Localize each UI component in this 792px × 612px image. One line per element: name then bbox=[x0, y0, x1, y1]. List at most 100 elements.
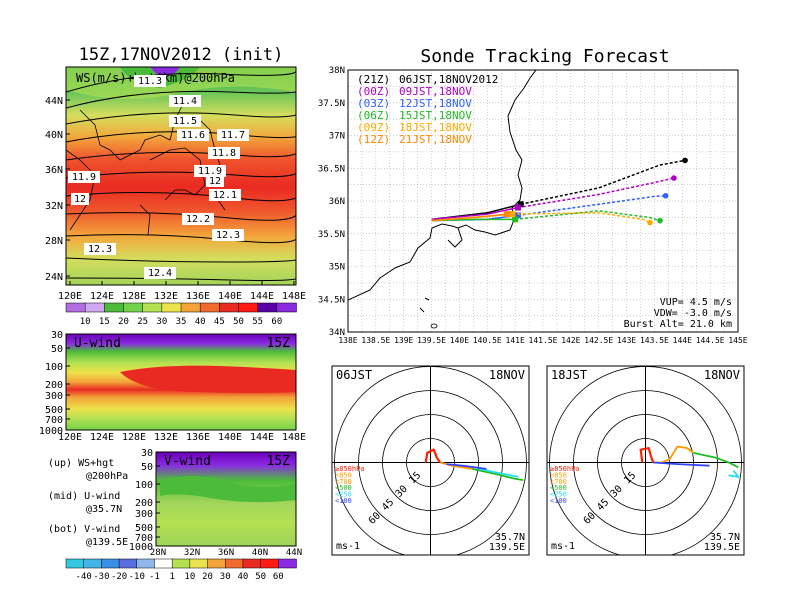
track-lon-tick: 144E bbox=[673, 336, 692, 345]
track-params: VUP= 4.5 m/s VDW= -3.0 m/s Burst Alt= 21… bbox=[624, 297, 732, 330]
track-lat-ticks: 38N 37.5N 37N 36.5N 36N 35.5N 35N 34.5N 34N bbox=[318, 66, 345, 338]
pressure-tick-label: 300 bbox=[135, 509, 153, 520]
u-x-tick-label: 144E bbox=[250, 432, 274, 443]
u-wind-time: 15Z bbox=[267, 336, 291, 351]
pressure-tick-label: 700 bbox=[135, 533, 153, 544]
map-lat-ticks: 44N 40N 36N 32N 28N 24N bbox=[45, 96, 70, 283]
pressure-tick-label: 1000 bbox=[39, 426, 63, 437]
hodo-legend-item: <850 bbox=[335, 471, 352, 479]
track-title: Sonde Tracking Forecast bbox=[420, 46, 669, 67]
u-x-tick-label: 120E bbox=[58, 432, 82, 443]
colorbar-segment bbox=[180, 302, 201, 313]
contour-label-bg bbox=[169, 115, 201, 127]
colorbar-segment bbox=[83, 558, 103, 569]
colorbar-tick: -10 bbox=[129, 572, 145, 582]
track-lat-tick: 36N bbox=[329, 197, 345, 207]
colorbar-segment bbox=[224, 558, 244, 569]
lat-tick-label: 32N bbox=[45, 201, 63, 212]
colorbar-tick: -30 bbox=[93, 572, 109, 582]
lon-tick-label: 140E bbox=[218, 291, 242, 302]
hodo-loc-lon: 139.5E bbox=[704, 542, 740, 553]
legend-time: 06JST,18NOV2012 bbox=[399, 73, 498, 86]
hodo-legend-item: ≥850hPa bbox=[335, 465, 365, 473]
hodo-time: 18JST bbox=[551, 368, 587, 382]
v-x-tick-label: 44N bbox=[286, 548, 302, 558]
contour-label-bg bbox=[182, 213, 214, 225]
legend-time: 15JST,18NOV bbox=[399, 109, 472, 122]
contour-label-bg bbox=[68, 171, 100, 183]
hodo-legend-item: <850 bbox=[550, 471, 567, 479]
track-line-ascent bbox=[431, 206, 519, 221]
colorbar-segment bbox=[257, 302, 278, 313]
landing-marker bbox=[682, 157, 688, 164]
coastline-map-icon bbox=[348, 70, 537, 329]
param-burst-alt: Burst Alt= 21.0 km bbox=[624, 319, 732, 330]
u-wind-x-ticks: 120E 124E 128E 132E 136E 140E 144E 148E bbox=[58, 432, 306, 443]
u-x-tick-label: 148E bbox=[282, 432, 306, 443]
landing-marker bbox=[657, 217, 663, 224]
contour-label: 12 bbox=[209, 176, 221, 187]
colorbar-segment bbox=[238, 302, 259, 313]
track-lines bbox=[431, 157, 688, 226]
contour-label: 12.1 bbox=[213, 190, 237, 201]
u-x-tick-label: 132E bbox=[154, 432, 178, 443]
lat-tick-label: 28N bbox=[45, 236, 63, 247]
colorbar-segment bbox=[171, 558, 191, 569]
lon-tick-label: 132E bbox=[154, 291, 178, 302]
speed-ring bbox=[621, 438, 670, 487]
contour-label-bg bbox=[206, 175, 224, 187]
burst-marker bbox=[514, 204, 521, 211]
v-wind-x-ticks: 28N 32N 36N 40N 44N bbox=[150, 548, 302, 558]
hodograph-segment bbox=[424, 448, 442, 464]
note-mid-line1: (mid) U-wind bbox=[48, 491, 120, 502]
hodo-loc-lat: 35.7N bbox=[710, 532, 740, 543]
v-x-tick-label: 32N bbox=[184, 548, 200, 558]
track-lat-tick: 35N bbox=[329, 263, 345, 273]
v-wind-panel: V-wind 15Z bbox=[155, 451, 297, 547]
hodograph-segment bbox=[668, 445, 695, 460]
speed-ring bbox=[597, 414, 694, 511]
contour-label-bg bbox=[208, 147, 240, 159]
landing-marker bbox=[671, 175, 677, 181]
hodo-legend-item: <700 bbox=[335, 478, 352, 486]
contour-label-bg bbox=[71, 193, 89, 205]
legend-code: (00Z) bbox=[357, 85, 390, 98]
pressure-tick-label: 200 bbox=[45, 380, 63, 391]
colorbar-tick: 40 bbox=[195, 317, 206, 327]
v-wind-label: V-wind bbox=[164, 454, 211, 469]
colorbar-tick: -1 bbox=[149, 572, 160, 582]
colorbar-tick: 25 bbox=[137, 317, 148, 327]
colorbar-segment bbox=[189, 558, 209, 569]
contour-label: 11.7 bbox=[221, 130, 245, 141]
pressure-tick-label: 30 bbox=[141, 448, 153, 459]
contour-label: 11.9 bbox=[72, 172, 96, 183]
map-colorbar: 10 15 20 25 30 35 40 45 50 55 60 bbox=[65, 302, 297, 327]
u-x-tick-label: 124E bbox=[90, 432, 114, 443]
burst-marker bbox=[517, 201, 524, 208]
speed-ring bbox=[406, 438, 455, 487]
contour-label-bg bbox=[134, 75, 166, 87]
burst-marker bbox=[512, 216, 519, 223]
contour-label: 12.3 bbox=[88, 244, 112, 255]
track-lat-tick: 37.5N bbox=[318, 99, 345, 109]
landing-marker bbox=[647, 219, 653, 226]
track-lon-tick: 139.5E bbox=[417, 336, 446, 345]
hodo-date: 18NOV bbox=[489, 368, 525, 382]
note-mid-line2: @35.7N bbox=[86, 504, 122, 515]
legend-code: (09Z) bbox=[357, 121, 390, 134]
track-lon-tick: 141E bbox=[506, 336, 525, 345]
note-up-line2: @200hPa bbox=[86, 471, 128, 482]
colorbar-tick: 20 bbox=[118, 317, 129, 327]
hodo-legend-item: <500 bbox=[550, 484, 567, 492]
pressure-tick-label: 200 bbox=[135, 498, 153, 509]
colorbar-tick: 10 bbox=[184, 572, 195, 582]
track-line-descent bbox=[517, 177, 675, 209]
hodo-legend-item: <700 bbox=[550, 478, 567, 486]
legend-code: (12Z) bbox=[357, 133, 390, 146]
colorbar-segment bbox=[84, 302, 106, 313]
hodograph-segment bbox=[471, 468, 524, 481]
colorbar-segment bbox=[136, 558, 156, 569]
landing-marker bbox=[503, 211, 510, 217]
